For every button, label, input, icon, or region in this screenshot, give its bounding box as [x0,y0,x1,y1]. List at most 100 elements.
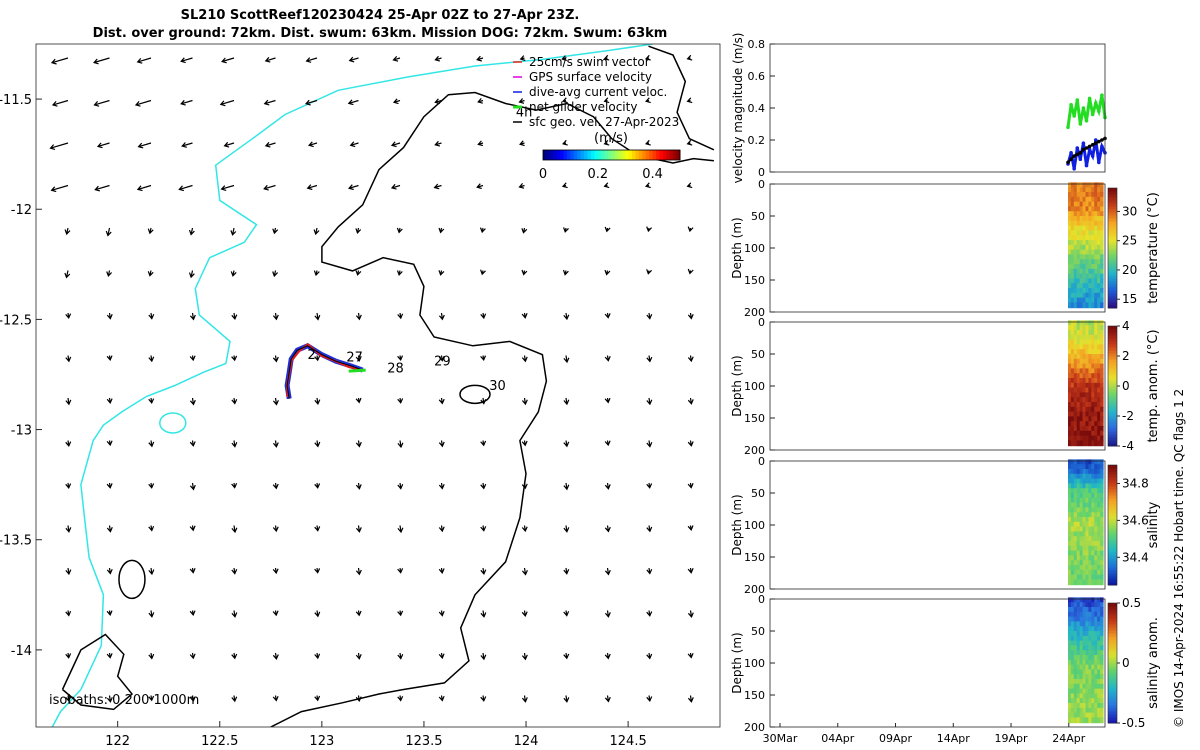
section-data-cell [1097,292,1101,299]
section-data-cell [1082,707,1087,714]
section-data-cell [1076,631,1081,637]
section-data-cell [1091,411,1095,418]
section-data-cell [1088,703,1092,709]
velocity-arrow [314,610,321,618]
section-colorbar-cell [1108,630,1117,634]
velocity-arrow [180,57,193,64]
section-data-cell [1097,541,1101,547]
section-data-cell [1091,497,1095,504]
velocity-arrow [604,397,611,404]
section-frame [769,321,1106,451]
section-data-cell [1097,574,1101,581]
section-colorbar-cell [1108,386,1117,390]
section-data-cell [1073,288,1078,294]
section-colorbar-cell [1108,480,1117,484]
section-data-cell [1082,249,1087,256]
section-data-cell [1073,330,1078,336]
section-data-cell [1088,225,1092,232]
velocity-arrow [49,142,69,150]
section-data-cell [1082,264,1087,270]
section-data-cell [1100,703,1104,709]
section-data-cell [1068,264,1072,270]
section-data-cell [1068,679,1072,685]
section-data-cell [1079,406,1084,413]
velocity-point [1081,141,1086,145]
section-data-cell [1100,402,1104,408]
section-data-cell [1076,325,1081,331]
velocity-arrow [272,482,279,490]
section-data-cell [1100,717,1104,724]
section-data-cell [1085,688,1090,695]
velocity-arrow [272,227,279,235]
section-data-cell [1088,354,1092,360]
section-data-cell [1076,382,1081,389]
section-data-cell [1070,378,1075,384]
section-data-cell [1076,206,1081,213]
section-data-cell [1082,334,1087,341]
velocity-arrow [687,567,694,574]
velocity-arrow [392,98,401,105]
section-data-cell [1100,488,1104,494]
section-data-cell [1085,536,1090,542]
section-data-cell [1088,521,1092,528]
section-data-cell [1094,459,1098,466]
section-data-cell [1073,602,1078,608]
section-data-cell [1088,244,1092,251]
section-colorbar-cell [1108,708,1117,712]
section-data-cell [1085,545,1090,552]
velocity-arrow [93,99,110,107]
velocity-arrow [189,695,196,703]
section-data-cell [1094,334,1098,341]
section-data-cell [1097,478,1101,485]
section-colorbar-cell [1108,699,1117,703]
section-colorbar-cell [1108,651,1117,655]
section-data-cell [1068,416,1072,423]
section-ylabel: Depth (m) [730,494,744,555]
section-data-cell [1097,555,1101,562]
section-data-cell [1088,192,1092,198]
section-data-cell [1091,536,1095,542]
section-data-cell [1079,435,1084,442]
isobath-contour-main [270,91,714,727]
section-data-cell [1100,264,1104,270]
section-data-cell [1073,664,1078,671]
section-data-cell [1094,235,1098,241]
section-colorbar-cell [1108,654,1117,658]
velocity-arrow [563,482,570,491]
section-data-cell [1100,235,1104,241]
section-colorbar-cell [1108,543,1117,547]
section-data-cell [1097,602,1101,608]
velocity-arrow [561,55,567,61]
section-data-cell [1073,517,1078,523]
velocity-arrow [147,227,154,235]
velocity-arrow [480,269,486,276]
section-data-cell [1076,378,1081,384]
section-data-cell [1091,211,1095,217]
section-data-cell [1068,483,1072,490]
velocity-arrow [563,397,570,406]
section-data-cell [1100,339,1104,346]
map-ytick-label: -12.5 [0,313,32,328]
section-data-cell [1082,693,1087,700]
velocity-point [1069,103,1073,107]
section-colorbar-cell [1108,570,1117,574]
section-data-cell [1070,235,1075,241]
map-xtick-label: 122.5 [201,734,238,749]
section-data-cell [1085,555,1090,562]
section-data-cell [1100,473,1104,480]
section-data-cell [1100,334,1104,341]
section-data-cell [1070,288,1075,294]
section-data-cell [1079,273,1084,280]
section-data-cell [1076,693,1081,700]
section-data-cell [1076,297,1081,304]
section-colorbar-cell [1108,531,1117,535]
section-data-cell [1079,378,1084,384]
section-data-cell [1100,607,1104,613]
velocity-arrow [231,652,238,660]
section-data-cell [1094,225,1098,232]
section-data-cell [1076,397,1081,403]
section-data-cell [1068,283,1072,289]
section-data-cell [1085,707,1090,714]
section-data-cell [1091,521,1095,528]
section-data-cell [1094,483,1098,490]
